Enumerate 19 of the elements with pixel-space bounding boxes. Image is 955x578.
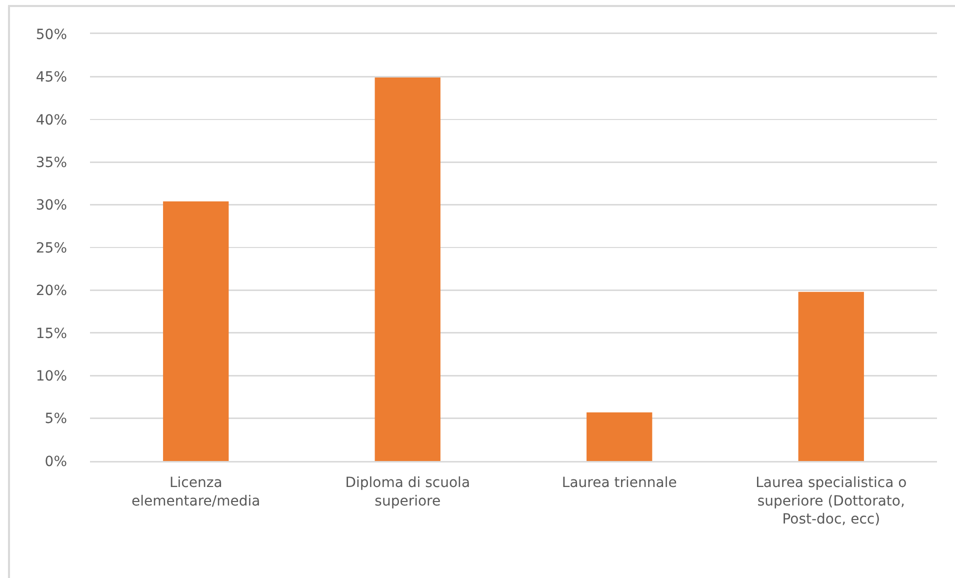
x-tick-label: Laurea specialistica o superiore (Dottorato, Post-doc, ecc) xyxy=(756,475,907,528)
y-tick-label: 35% xyxy=(36,155,67,171)
bar xyxy=(163,201,229,461)
y-tick-label: 30% xyxy=(36,198,67,214)
x-tick-label: Licenza elementare/media xyxy=(132,475,260,510)
bar xyxy=(374,78,440,461)
y-tick-label: 25% xyxy=(36,240,67,256)
bar xyxy=(586,412,652,461)
y-tick-label: 40% xyxy=(36,112,67,128)
y-tick-label: 0% xyxy=(44,454,67,470)
x-tick-label: Diploma di scuola superiore xyxy=(345,475,470,510)
y-tick-label: 20% xyxy=(36,283,67,300)
y-tick-label: 5% xyxy=(44,411,67,428)
y-tick-label: 15% xyxy=(36,326,67,342)
y-tick-label: 45% xyxy=(36,70,67,86)
y-tick-label: 50% xyxy=(36,26,67,43)
bar xyxy=(798,292,864,461)
x-tick-label: Laurea triennale xyxy=(562,475,677,492)
y-tick-label: 10% xyxy=(36,368,67,384)
